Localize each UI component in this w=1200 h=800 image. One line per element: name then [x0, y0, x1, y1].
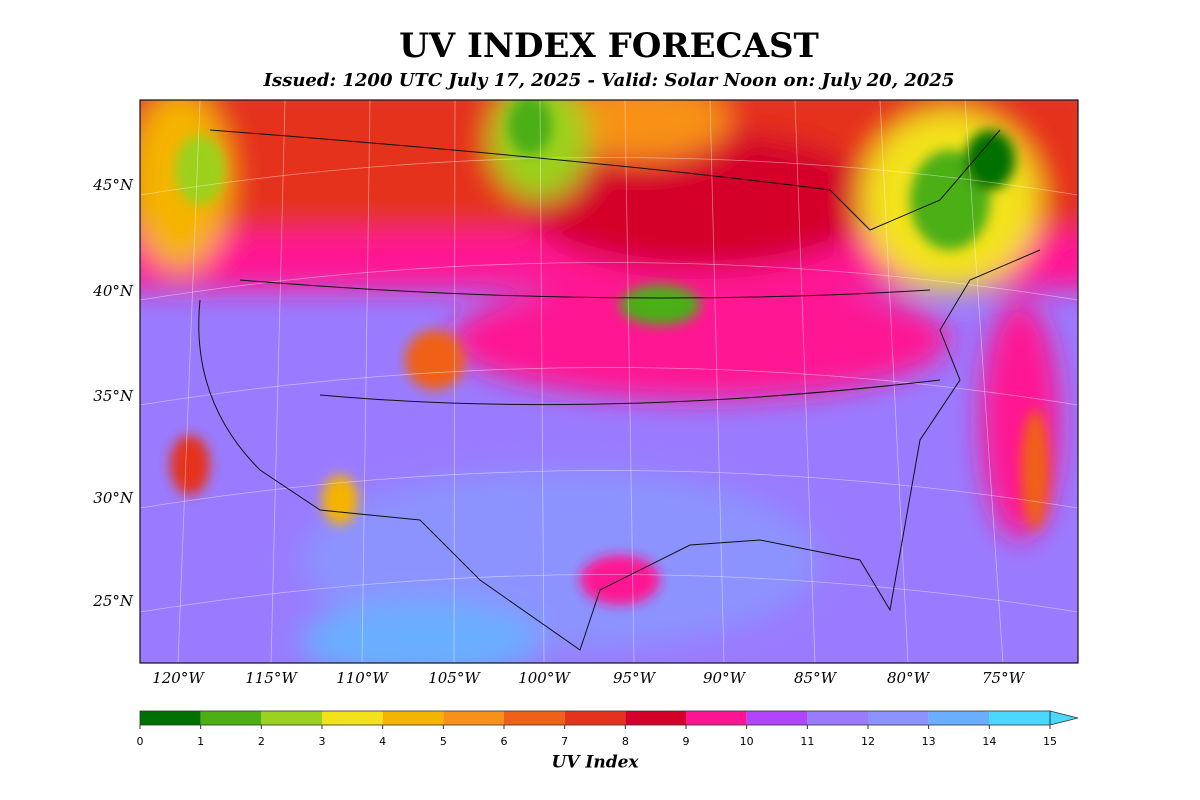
colorbar-extension [1049, 710, 1079, 726]
colorbar-label: UV Index [551, 753, 639, 773]
subtitle: Issued: 1200 UTC July 17, 2025 - Valid: … [263, 70, 955, 91]
colorbar-segment [868, 711, 929, 725]
colorbar-tick-label: 13 [922, 735, 936, 748]
lat-label: 40°N [92, 282, 134, 300]
lon-label: 90°W [703, 669, 747, 687]
colorbar-segment [322, 711, 383, 725]
colorbar-segment [382, 711, 444, 725]
colorbar-tick-label: 3 [319, 735, 326, 748]
lat-label: 30°N [93, 489, 134, 507]
lon-label: 75°W [982, 669, 1026, 687]
lon-label: 95°W [613, 669, 657, 687]
lon-label: 115°W [245, 669, 298, 687]
lon-label: 80°W [887, 669, 931, 687]
lon-label: 100°W [518, 669, 571, 687]
colorbar-segment [928, 711, 990, 725]
colorbar-segment [807, 711, 868, 725]
colorbar-tick-label: 8 [622, 735, 629, 748]
colorbar-tick-label: 14 [982, 735, 996, 748]
axes: 45°N 40°N 35°N 30°N 25°N 120°W 115°W 110°W 105°W… [92, 176, 1025, 687]
colorbar-segment [200, 711, 262, 725]
colorbar-tick-label: 5 [440, 735, 447, 748]
lat-label: 25°N [92, 592, 134, 610]
colorbar-tick-label: 2 [258, 735, 265, 748]
colorbar-segment [686, 711, 747, 725]
colorbar-segment [140, 711, 201, 725]
colorbar-tick-label: 0 [137, 735, 144, 748]
colorbar-segment [443, 711, 504, 725]
lon-label: 105°W [428, 669, 481, 687]
map-frame [139, 99, 1079, 664]
colorbar-segment [989, 711, 1050, 725]
colorbar-segment [746, 711, 808, 725]
colorbar-tick-label: 15 [1043, 735, 1057, 748]
lon-label: 110°W [336, 669, 389, 687]
colorbar-segment [261, 711, 322, 725]
lat-label: 35°N [93, 387, 134, 405]
colorbar-tick-label: 4 [379, 735, 386, 748]
colorbar-tick-label: 6 [501, 735, 508, 748]
colorbar-tick-label: 11 [800, 735, 814, 748]
colorbar-segment [564, 711, 626, 725]
lon-label: 85°W [794, 669, 838, 687]
colorbar-segment [504, 711, 565, 725]
colorbar-frame [139, 710, 1051, 726]
colorbar-tick-label: 10 [740, 735, 754, 748]
colorbar-tick-label: 1 [197, 735, 204, 748]
lon-label: 120°W [152, 669, 205, 687]
colorbar-tick-label: 9 [683, 735, 690, 748]
lat-label: 45°N [92, 176, 134, 194]
colorbar-segment [625, 711, 686, 725]
title: UV INDEX FORECAST [399, 26, 819, 66]
uv-map [140, 100, 1078, 663]
colorbar-tick-label: 12 [861, 735, 875, 748]
colorbar-tick-label: 7 [561, 735, 568, 748]
